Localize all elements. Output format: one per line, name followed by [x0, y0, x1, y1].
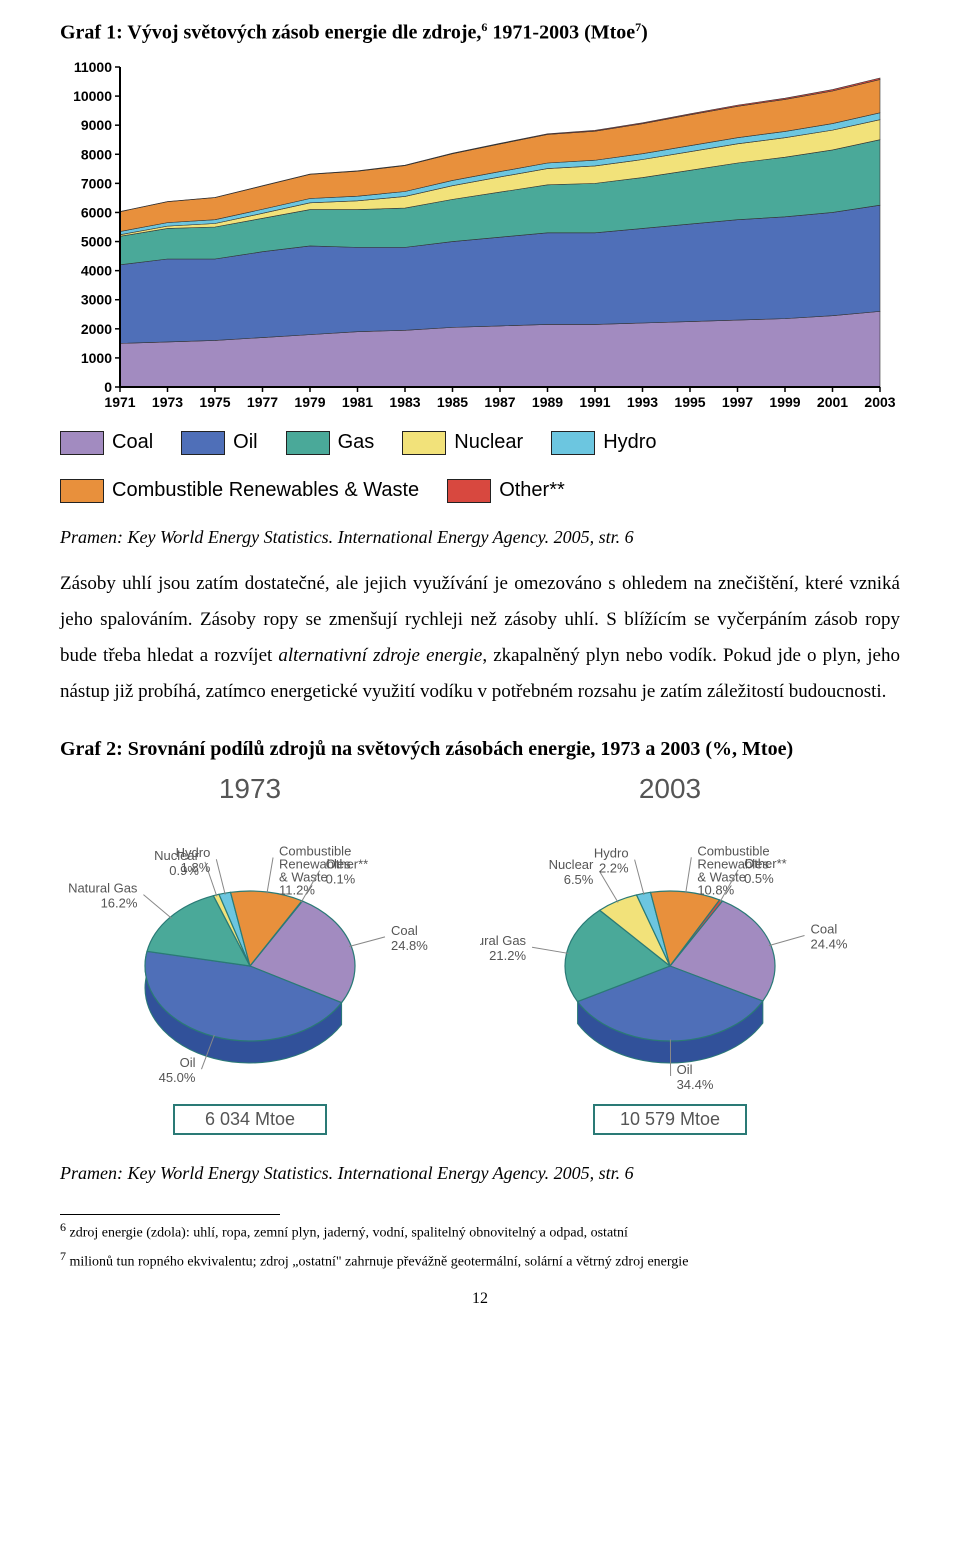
svg-text:1971: 1971	[104, 394, 135, 410]
svg-text:10.8%: 10.8%	[697, 882, 734, 897]
graf1-source: Pramen: Key World Energy Statistics. Int…	[60, 527, 900, 548]
legend-swatch-gas	[286, 431, 330, 455]
svg-text:11000: 11000	[74, 59, 112, 75]
svg-text:Coal: Coal	[811, 922, 838, 937]
svg-text:1977: 1977	[247, 394, 278, 410]
graf1-title-mid: 1971-2003 (Mtoe	[487, 22, 635, 44]
svg-text:Hydro: Hydro	[594, 846, 629, 861]
svg-text:7000: 7000	[81, 175, 112, 191]
svg-text:1995: 1995	[674, 394, 705, 410]
svg-text:1999: 1999	[769, 394, 800, 410]
graf2-pies: 1973 Coal24.8%Oil45.0%Natural Gas16.2%Nu…	[60, 773, 900, 1135]
legend-swatch-crw	[60, 479, 104, 503]
svg-text:1979: 1979	[294, 394, 325, 410]
legend-swatch-coal	[60, 431, 104, 455]
graf1-title-suffix: )	[641, 22, 648, 44]
pie-1973-block: 1973 Coal24.8%Oil45.0%Natural Gas16.2%Nu…	[60, 773, 440, 1135]
svg-text:1.8%: 1.8%	[181, 860, 211, 875]
svg-text:1981: 1981	[342, 394, 373, 410]
legend-item-nuclear: Nuclear	[402, 431, 523, 455]
pie-2003-year: 2003	[480, 773, 860, 805]
svg-text:4000: 4000	[81, 262, 112, 278]
svg-text:45.0%: 45.0%	[159, 1070, 196, 1085]
legend-label-coal: Coal	[112, 431, 153, 454]
footnote-6: 6 zdroj energie (zdola): uhlí, ropa, zem…	[60, 1219, 900, 1244]
graf1-title-prefix: Graf 1: Vývoj světových zásob energie dl…	[60, 22, 481, 44]
svg-text:Other**: Other**	[744, 856, 787, 871]
svg-text:1989: 1989	[532, 394, 563, 410]
svg-text:1987: 1987	[484, 394, 515, 410]
footnote-7: 7 milionů tun ropného ekvivalentu; zdroj…	[60, 1248, 900, 1273]
graf2-source: Pramen: Key World Energy Statistics. Int…	[60, 1163, 900, 1184]
legend-item-oil: Oil	[181, 431, 257, 455]
svg-text:24.8%: 24.8%	[391, 938, 428, 953]
svg-text:0.1%: 0.1%	[326, 872, 356, 887]
pie-1973-total: 6 034 Mtoe	[173, 1104, 327, 1135]
legend-item-coal: Coal	[60, 431, 153, 455]
svg-text:Oil: Oil	[180, 1055, 196, 1070]
svg-text:6.5%: 6.5%	[564, 872, 594, 887]
svg-text:Coal: Coal	[391, 923, 418, 938]
legend-label-nuclear: Nuclear	[454, 431, 523, 454]
pie-2003-block: 2003 Coal24.4% Oil34.4% Natural Gas21.2% Nu…	[480, 773, 860, 1135]
svg-text:5000: 5000	[81, 233, 112, 249]
legend-swatch-other	[447, 479, 491, 503]
legend-label-hydro: Hydro	[603, 431, 656, 454]
graf1-legend: Coal Oil Gas Nuclear Hydro Combustible Renewa…	[60, 431, 900, 503]
legend-item-crw: Combustible Renewables & Waste	[60, 479, 419, 503]
svg-text:8000: 8000	[81, 146, 112, 162]
svg-text:1985: 1985	[437, 394, 468, 410]
svg-text:16.2%: 16.2%	[101, 896, 138, 911]
pie-1973-year: 1973	[60, 773, 440, 805]
svg-text:Oil: Oil	[677, 1062, 693, 1077]
graf1-chart: 0 1000 2000 3000 4000 5000 6000 7000 8000 9000 100…	[60, 57, 900, 503]
legend-label-gas: Gas	[338, 431, 375, 454]
page-number: 12	[60, 1290, 900, 1308]
svg-text:Hydro: Hydro	[176, 845, 211, 860]
svg-text:1991: 1991	[579, 394, 610, 410]
svg-text:Natural Gas: Natural Gas	[68, 881, 138, 896]
legend-item-gas: Gas	[286, 431, 375, 455]
svg-text:24.4%: 24.4%	[811, 937, 848, 952]
svg-text:6000: 6000	[81, 204, 112, 220]
graf2-title: Graf 2: Srovnání podílů zdrojů na světov…	[60, 738, 900, 761]
legend-label-oil: Oil	[233, 431, 257, 454]
pie-2003-total: 10 579 Mtoe	[593, 1104, 747, 1135]
svg-text:1973: 1973	[152, 394, 183, 410]
svg-text:Natural Gas: Natural Gas	[480, 933, 527, 948]
svg-text:1000: 1000	[81, 350, 112, 366]
svg-text:0.5%: 0.5%	[744, 871, 774, 886]
body-paragraph: Zásoby uhlí jsou zatím dostatečné, ale j…	[60, 566, 900, 710]
svg-text:34.4%: 34.4%	[677, 1077, 714, 1091]
svg-text:Other**: Other**	[326, 857, 369, 872]
legend-label-crw: Combustible Renewables & Waste	[112, 479, 419, 502]
footnote-rule	[60, 1214, 280, 1215]
svg-text:1997: 1997	[722, 394, 753, 410]
svg-text:0: 0	[104, 379, 112, 395]
svg-text:11.2%: 11.2%	[279, 883, 315, 898]
legend-label-other: Other**	[499, 479, 565, 502]
legend-item-hydro: Hydro	[551, 431, 656, 455]
legend-swatch-hydro	[551, 431, 595, 455]
body-p1-em: alternativní zdroje energie	[278, 645, 482, 666]
pie-1973-svg: Coal24.8%Oil45.0%Natural Gas16.2%Nuclear…	[60, 811, 440, 1091]
svg-text:Nuclear: Nuclear	[549, 857, 594, 872]
svg-text:21.2%: 21.2%	[489, 948, 526, 963]
graf1-area-svg: 0 1000 2000 3000 4000 5000 6000 7000 8000 9000 100…	[60, 57, 900, 417]
legend-swatch-oil	[181, 431, 225, 455]
svg-text:1983: 1983	[389, 394, 420, 410]
graf1-title: Graf 1: Vývoj světových zásob energie dl…	[60, 20, 900, 45]
svg-text:1993: 1993	[627, 394, 658, 410]
pie-2003-svg: Coal24.4% Oil34.4% Natural Gas21.2% Nuclear…	[480, 811, 860, 1091]
svg-text:2000: 2000	[81, 320, 112, 336]
svg-text:2001: 2001	[817, 394, 848, 410]
svg-text:1975: 1975	[199, 394, 230, 410]
svg-text:3000: 3000	[81, 291, 112, 307]
svg-text:2.2%: 2.2%	[599, 861, 629, 876]
legend-item-other: Other**	[447, 479, 565, 503]
legend-swatch-nuclear	[402, 431, 446, 455]
svg-text:2003: 2003	[864, 394, 895, 410]
svg-text:10000: 10000	[73, 88, 112, 104]
svg-text:9000: 9000	[81, 117, 112, 133]
